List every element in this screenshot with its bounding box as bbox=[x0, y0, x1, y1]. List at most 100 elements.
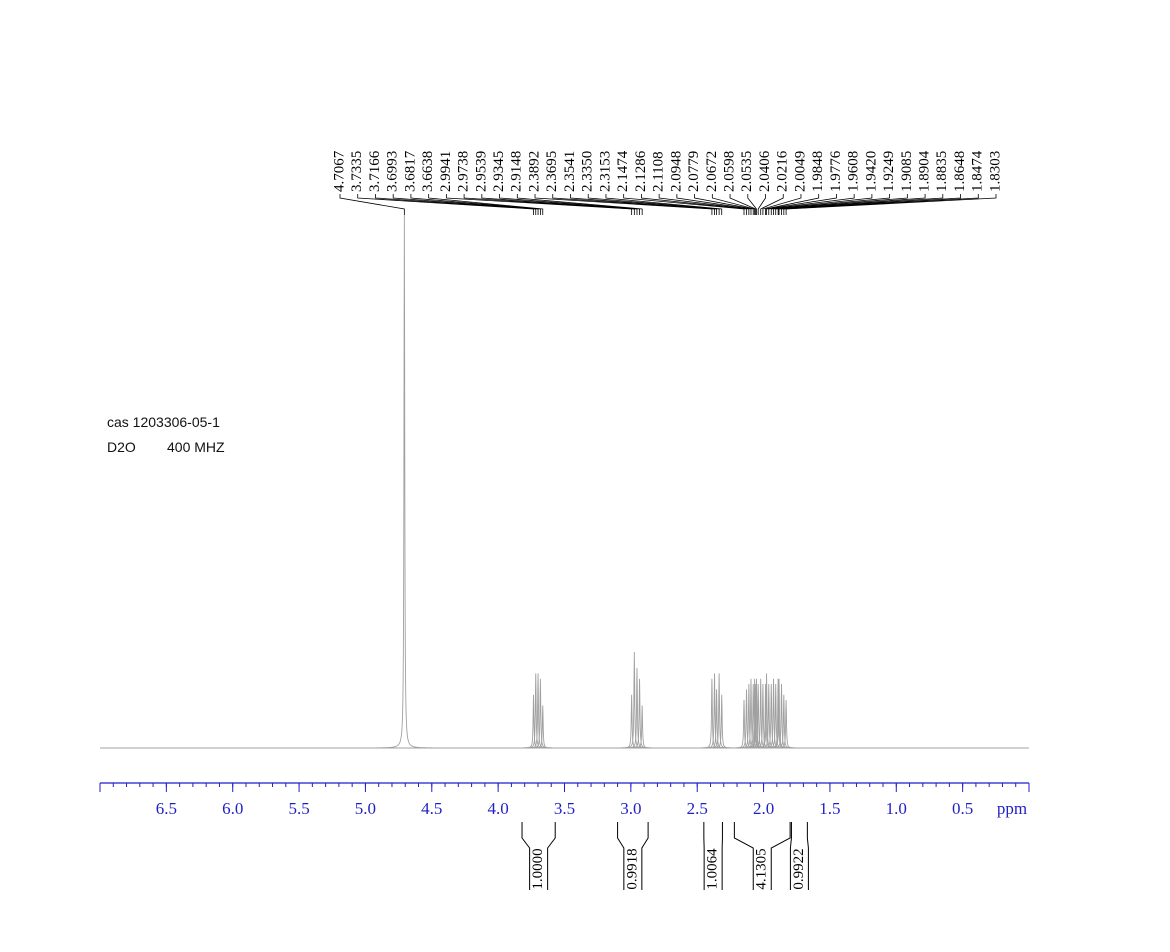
peak bbox=[683, 678, 740, 749]
solvent-label: D2O bbox=[107, 439, 136, 455]
peak-label: 1.9249 bbox=[881, 151, 897, 192]
x-tick-label: 6.5 bbox=[156, 799, 177, 818]
peak-connector bbox=[775, 194, 908, 215]
peak-label: 4.7067 bbox=[331, 150, 347, 192]
peak-connector bbox=[781, 194, 961, 215]
peak-connector bbox=[747, 194, 757, 215]
x-tick-label: 5.0 bbox=[355, 799, 376, 818]
peak bbox=[691, 673, 748, 749]
x-tick-label: 3.5 bbox=[554, 799, 575, 818]
peak-connector bbox=[552, 194, 715, 215]
peak-label: 2.9539 bbox=[473, 151, 489, 192]
x-tick-label: 1.0 bbox=[886, 799, 907, 818]
peak-label: 2.0535 bbox=[739, 151, 755, 192]
integral-label: 1.0000 bbox=[530, 848, 546, 889]
peak-label: 2.9738 bbox=[456, 151, 472, 192]
peak bbox=[376, 214, 433, 749]
peak-label: 2.9941 bbox=[438, 151, 454, 192]
integral-bracket bbox=[733, 822, 791, 890]
peak-label: 2.0049 bbox=[792, 151, 808, 192]
peak bbox=[512, 678, 569, 749]
peak-connector bbox=[375, 194, 537, 215]
integral-bracket bbox=[789, 822, 809, 890]
peak-label: 3.7335 bbox=[349, 151, 365, 192]
peak bbox=[686, 673, 743, 749]
peak-connector bbox=[785, 194, 997, 215]
x-tick-label: 2.5 bbox=[687, 799, 708, 818]
peak-label: 2.0598 bbox=[721, 151, 737, 192]
peak-label: 1.8303 bbox=[987, 151, 1003, 192]
peak-label: 1.9608 bbox=[846, 151, 862, 192]
peak bbox=[606, 652, 663, 749]
integral-label: 1.0064 bbox=[705, 848, 721, 890]
frequency-label: 400 MHZ bbox=[167, 439, 225, 455]
integral-bracket bbox=[703, 822, 723, 890]
peak bbox=[758, 700, 815, 749]
integral-label: 0.9922 bbox=[791, 848, 807, 889]
peak-connector bbox=[428, 194, 544, 215]
peak-label: 2.9345 bbox=[491, 151, 507, 192]
peak-connector bbox=[777, 194, 926, 215]
peak bbox=[693, 694, 750, 749]
peak-connector bbox=[694, 194, 754, 215]
integral-label: 0.9918 bbox=[624, 848, 640, 889]
peak-connector bbox=[676, 194, 752, 215]
peak-label: 2.1474 bbox=[615, 150, 631, 192]
peak-label: 2.3695 bbox=[544, 151, 560, 192]
x-tick-label: 0.5 bbox=[952, 799, 973, 818]
peak-connector bbox=[711, 194, 756, 215]
peak bbox=[507, 673, 564, 749]
peak-connector bbox=[770, 194, 873, 215]
peak-connector bbox=[762, 194, 802, 215]
peak bbox=[614, 705, 671, 749]
peak-label: 1.9848 bbox=[810, 151, 826, 192]
peak-connector bbox=[357, 194, 534, 215]
peak-connector bbox=[658, 194, 750, 215]
x-tick-label: 1.5 bbox=[819, 799, 840, 818]
peak-connector bbox=[757, 194, 766, 215]
integral-label: 4.1305 bbox=[754, 848, 770, 889]
peak-connector bbox=[729, 194, 757, 215]
x-tick-label: 3.0 bbox=[620, 799, 641, 818]
sample-label: cas 1203306-05-1 bbox=[107, 414, 220, 430]
peak-label: 2.0779 bbox=[686, 151, 702, 192]
peak bbox=[514, 705, 571, 749]
peak-label: 2.3153 bbox=[597, 151, 613, 192]
peak-connector bbox=[768, 194, 855, 215]
peak-label: 1.8474 bbox=[970, 150, 986, 192]
peak-label: 1.9420 bbox=[863, 151, 879, 192]
peak-label: 1.8904 bbox=[917, 150, 933, 192]
peak-connector bbox=[445, 194, 633, 215]
peak-connector bbox=[766, 194, 837, 215]
peak bbox=[611, 678, 668, 749]
peak-label: 2.0672 bbox=[704, 151, 720, 192]
peak-label: 3.6638 bbox=[420, 151, 436, 192]
peak-connector bbox=[783, 194, 979, 215]
x-tick-label: 6.0 bbox=[222, 799, 243, 818]
peak-label: 2.0948 bbox=[668, 151, 684, 192]
peak-label: 3.7166 bbox=[367, 150, 383, 192]
peak-label: 3.6817 bbox=[402, 150, 418, 192]
peak-label: 1.9776 bbox=[828, 150, 844, 192]
peak-connector bbox=[339, 194, 405, 215]
peak-connector bbox=[623, 194, 745, 215]
peak-connector bbox=[587, 194, 720, 215]
peak-connector bbox=[765, 194, 820, 215]
peak-label: 1.8835 bbox=[934, 151, 950, 192]
integral-bracket bbox=[521, 822, 556, 890]
peak-label: 1.9085 bbox=[899, 151, 915, 192]
x-axis-label: ppm bbox=[997, 799, 1027, 818]
peak-connector bbox=[778, 194, 944, 215]
peak-connector bbox=[463, 194, 635, 215]
peak-connector bbox=[499, 194, 640, 215]
peak-connector bbox=[605, 194, 723, 215]
peak-label: 3.6993 bbox=[385, 151, 401, 192]
peak-label: 2.9148 bbox=[509, 151, 525, 192]
peak bbox=[603, 694, 660, 749]
peak-connector bbox=[410, 194, 541, 215]
x-tick-label: 4.5 bbox=[421, 799, 442, 818]
x-tick-label: 5.5 bbox=[288, 799, 309, 818]
peak-label: 2.1286 bbox=[633, 150, 649, 192]
peak-connector bbox=[641, 194, 747, 215]
peak-label: 2.3892 bbox=[526, 151, 542, 192]
